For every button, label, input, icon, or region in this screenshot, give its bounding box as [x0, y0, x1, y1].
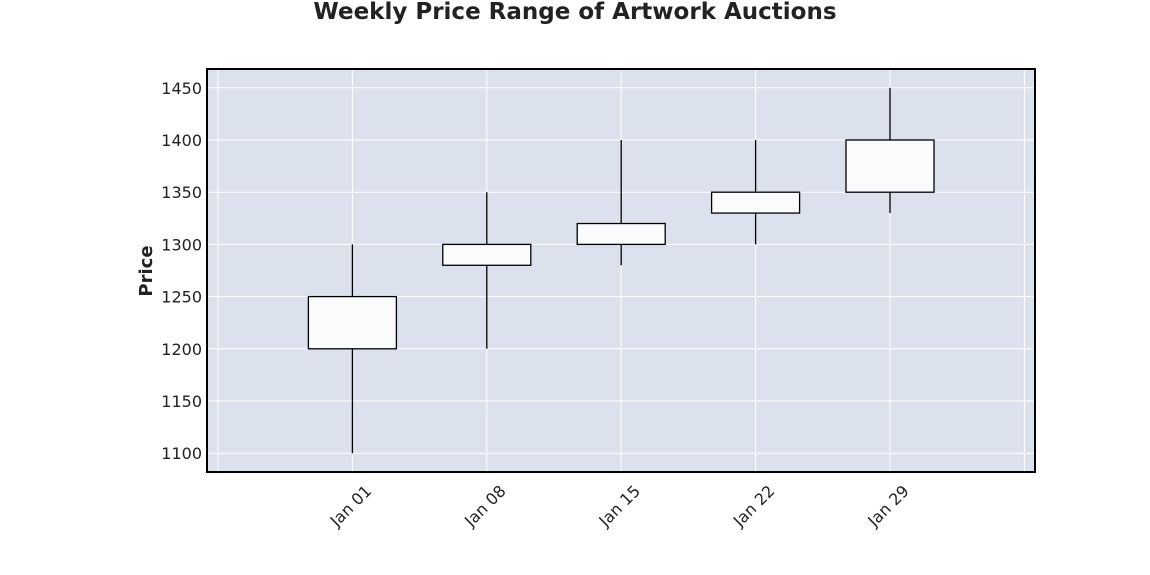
candle: [710, 139, 801, 245]
x-tick-label: Jan 22: [729, 481, 779, 531]
x-tick-label: Jan 08: [460, 481, 510, 531]
x-tick-label: Jan 01: [326, 481, 376, 531]
candle: [576, 139, 666, 266]
candle: [845, 87, 935, 214]
y-tick-labels: 1100 1150 1200 1250 1300 1350 1400 1450: [161, 79, 202, 463]
candle: [307, 244, 398, 454]
candle: [442, 192, 532, 349]
candle-body: [576, 222, 666, 246]
y-tick-label: 1250: [161, 288, 202, 307]
y-tick-label: 1100: [161, 444, 202, 463]
candles: [307, 87, 935, 454]
x-tick-label: Jan 15: [594, 481, 644, 531]
x-tick-labels: Jan 01 Jan 08 Jan 15 Jan 22 Jan 29: [326, 481, 913, 531]
y-tick-label: 1300: [161, 235, 202, 254]
x-tick-label: Jan 29: [863, 481, 913, 531]
candle-body: [307, 295, 398, 350]
y-tick-label: 1350: [161, 183, 202, 202]
y-tick-label: 1200: [161, 340, 202, 359]
y-axis-label: Price: [136, 245, 157, 296]
y-tick-label: 1400: [161, 131, 202, 150]
plot-frame: [206, 68, 1036, 473]
candle-body: [442, 243, 532, 266]
y-tick-label: 1450: [161, 79, 202, 98]
candle-body: [710, 191, 801, 214]
candle-body: [845, 139, 935, 193]
chart-title: Weekly Price Range of Artwork Auctions: [313, 0, 836, 25]
y-tick-label: 1150: [161, 392, 202, 411]
